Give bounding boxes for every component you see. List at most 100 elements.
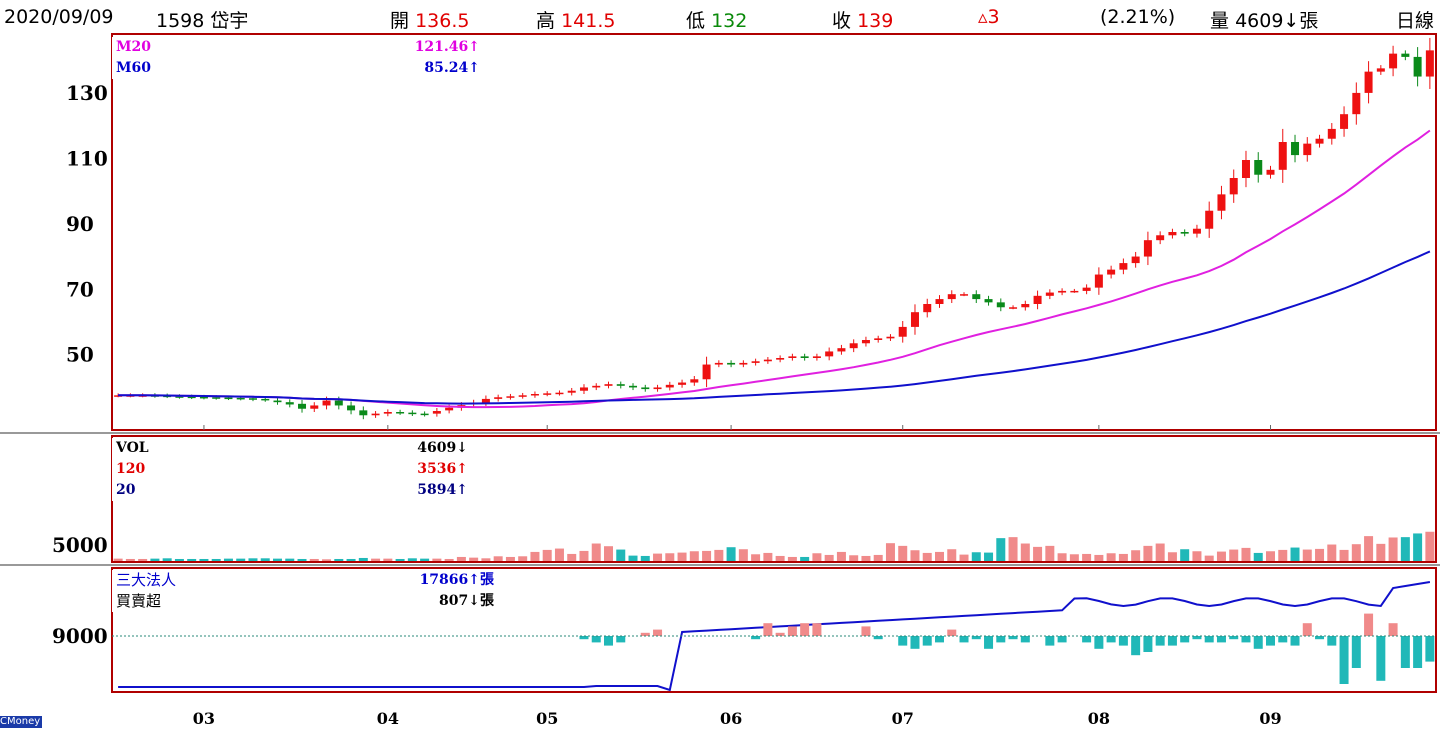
- inst-net-bar-74: [1020, 636, 1030, 643]
- candle-body-16: [310, 405, 319, 409]
- inst-net-bar-73: [1008, 636, 1018, 640]
- inst-net-bar-81: [1106, 636, 1116, 643]
- candle-body-65: [910, 312, 919, 327]
- candle-body-17: [322, 400, 331, 406]
- volume-bar-62: [873, 554, 883, 562]
- legend-m60: M60 85.24↑: [112, 58, 484, 79]
- candle-body-13: [273, 400, 282, 403]
- inst-net-bar-106: [1413, 636, 1423, 668]
- candle-body-19: [347, 405, 356, 411]
- volume-bar-18: [334, 558, 344, 562]
- volume-bar-100: [1339, 549, 1349, 562]
- volume-bar-1: [125, 558, 135, 562]
- price-tick-50: 50: [66, 343, 94, 367]
- inst-net-bar-99: [1327, 636, 1337, 646]
- inst-net-bar-66: [922, 636, 932, 646]
- legend-vol-value: 4609↓: [417, 440, 468, 456]
- xtick-label-05: 05: [536, 709, 558, 728]
- inst-net-bar-88: [1192, 636, 1202, 640]
- volume-bar-102: [1364, 536, 1374, 562]
- candle-body-53: [763, 359, 772, 362]
- volume-bar-6: [187, 558, 197, 562]
- candle-body-9: [224, 397, 233, 400]
- candle-body-89: [1205, 210, 1214, 229]
- candle-body-95: [1278, 142, 1287, 170]
- change-value: ▵3: [978, 6, 1000, 28]
- inst-net-bar-68: [947, 629, 957, 636]
- candle-body-67: [935, 299, 944, 304]
- inst-net-bar-79: [1082, 636, 1092, 643]
- volume-bar-69: [959, 554, 969, 562]
- candle-body-47: [690, 379, 699, 383]
- volume-bar-25: [420, 558, 430, 562]
- volume-bar-96: [1290, 547, 1300, 562]
- inst-net-bar-40: [604, 636, 613, 646]
- volume-bar-84: [1143, 545, 1153, 562]
- inst-net-bar-61: [861, 626, 871, 636]
- volume-tick-5000: 5000: [52, 533, 108, 557]
- volume-bar-93: [1253, 552, 1263, 562]
- inst-net-bar-52: [751, 636, 761, 640]
- inst-net-bar-64: [898, 636, 908, 646]
- volume-bar-12: [260, 558, 270, 562]
- candle-body-8: [212, 397, 221, 399]
- candle-body-30: [481, 398, 490, 403]
- inst-net-bar-91: [1229, 636, 1239, 640]
- candle-body-56: [800, 356, 809, 358]
- volume-bar-105: [1400, 537, 1410, 562]
- inst-net-bar-97: [1302, 623, 1312, 636]
- candle-body-86: [1168, 232, 1177, 236]
- legend-120-name: 120: [116, 461, 146, 477]
- inst-net-bar-107: [1425, 636, 1435, 662]
- volume-bar-59: [836, 551, 846, 562]
- candle-body-73: [1009, 307, 1018, 309]
- marks-layer: [113, 37, 1435, 692]
- candle-body-18: [334, 400, 343, 406]
- period-label[interactable]: 日線: [1396, 10, 1435, 32]
- header-stock: 1598 岱宇: [156, 10, 249, 32]
- volume-bar-83: [1131, 550, 1141, 562]
- volume-bar-70: [971, 552, 981, 562]
- price-tick-90: 90: [66, 212, 94, 236]
- volume-bar-55: [787, 556, 797, 562]
- volume-bar-10: [236, 558, 246, 562]
- candle-body-68: [947, 294, 956, 300]
- volume-bar-4: [162, 558, 172, 562]
- candle-body-32: [506, 396, 515, 398]
- volume-bar-72: [996, 538, 1006, 562]
- inst-tick-9000: 9000: [52, 624, 108, 648]
- inst-net-bar-98: [1315, 636, 1325, 640]
- price-legend: M20 121.46↑ M60 85.24↑: [112, 37, 484, 79]
- candle-body-77: [1058, 290, 1067, 293]
- inst-net-bar-70: [971, 636, 981, 640]
- volume-bar-78: [1069, 554, 1079, 562]
- legend-inst-name: 三大法人: [116, 571, 177, 589]
- candle-body-84: [1143, 240, 1152, 257]
- candle-body-37: [567, 390, 576, 393]
- candle-body-22: [383, 412, 392, 414]
- candle-body-51: [739, 362, 748, 365]
- candle-body-70: [972, 294, 981, 300]
- volume-bar-33: [518, 556, 528, 562]
- xtick-label-03: 03: [193, 709, 215, 728]
- volume-bar-98: [1315, 548, 1325, 562]
- volume-bar-23: [395, 558, 405, 562]
- m60-line: [118, 250, 1431, 405]
- close-label: 收: [832, 10, 852, 32]
- volume-bar-64: [898, 545, 908, 562]
- candle-body-33: [518, 395, 527, 397]
- legend-120: 120 3536↑: [112, 459, 472, 480]
- candle-body-87: [1180, 232, 1189, 234]
- candle-body-81: [1107, 269, 1116, 275]
- change-pct: (2.21%): [1100, 6, 1176, 28]
- xtick-label-04: 04: [377, 709, 399, 728]
- inst-net-bar-57: [812, 623, 822, 636]
- inst-net-bar-62: [873, 636, 883, 640]
- volume-bar-51: [738, 549, 748, 562]
- inst-net-bar-84: [1143, 636, 1153, 652]
- candle-body-93: [1254, 160, 1263, 175]
- candle-body-75: [1033, 295, 1042, 304]
- legend-20-value: 5894↑: [417, 482, 468, 498]
- volume-bar-66: [922, 552, 932, 562]
